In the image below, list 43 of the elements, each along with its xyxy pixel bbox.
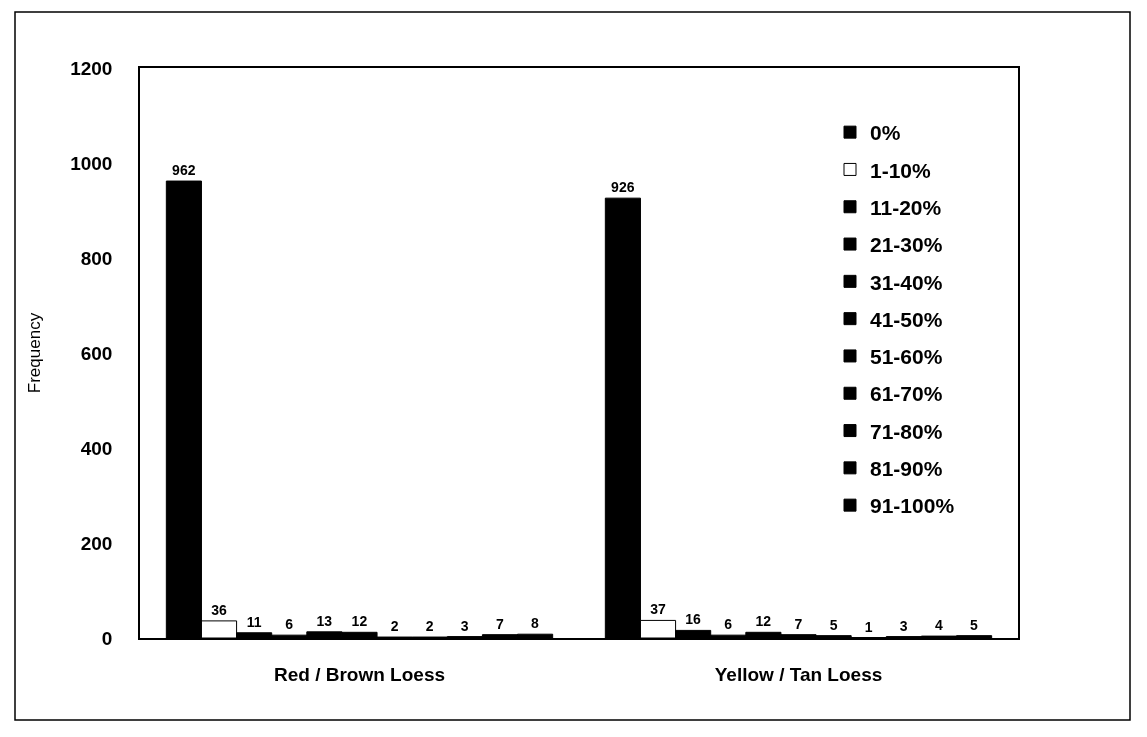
data-label: 8 bbox=[531, 615, 540, 632]
data-label: 36 bbox=[211, 601, 227, 618]
legend-label: 31-40% bbox=[870, 270, 943, 294]
data-label: 12 bbox=[755, 613, 772, 630]
data-label: 5 bbox=[970, 616, 979, 633]
y-tick-label: 800 bbox=[80, 247, 113, 269]
data-label: 6 bbox=[285, 616, 294, 633]
data-label: 2 bbox=[390, 618, 399, 635]
legend-label: 81-90% bbox=[870, 457, 943, 481]
data-label: 7 bbox=[794, 615, 803, 632]
y-tick-label: 400 bbox=[80, 437, 113, 459]
legend-label: 61-70% bbox=[870, 382, 943, 406]
x-tick-label: Red / Brown Loess bbox=[273, 663, 446, 685]
y-tick-label: 200 bbox=[80, 532, 113, 554]
data-label: 926 bbox=[611, 179, 635, 196]
x-tick-label: Yellow / Tan Loess bbox=[714, 663, 883, 685]
data-label: 3 bbox=[460, 617, 469, 634]
legend-label: 51-60% bbox=[870, 345, 943, 369]
legend-label: 41-50% bbox=[870, 307, 943, 331]
data-label: 37 bbox=[650, 601, 666, 618]
y-tick-label: 1000 bbox=[70, 152, 113, 174]
legend-label: 71-80% bbox=[870, 419, 943, 443]
legend-label: 1-10% bbox=[870, 158, 932, 182]
data-label: 1 bbox=[864, 618, 873, 635]
data-label: 11 bbox=[246, 613, 262, 630]
y-tick-label: 600 bbox=[80, 342, 113, 364]
y-tick-label: 0 bbox=[101, 627, 113, 649]
y-axis-title: Frequency bbox=[25, 312, 45, 394]
data-label: 13 bbox=[316, 612, 333, 629]
data-label: 16 bbox=[685, 611, 702, 628]
data-label: 3 bbox=[899, 617, 908, 634]
legend-label: 21-30% bbox=[870, 233, 943, 257]
data-label: 962 bbox=[172, 162, 196, 179]
legend-label: 91-100% bbox=[870, 494, 955, 518]
data-label: 4 bbox=[934, 617, 943, 634]
legend-label: 0% bbox=[870, 121, 901, 145]
data-label: 2 bbox=[425, 618, 434, 635]
legend-label: 11-20% bbox=[870, 195, 942, 219]
data-label: 6 bbox=[724, 616, 733, 633]
data-label: 7 bbox=[495, 615, 504, 632]
data-label: 5 bbox=[829, 616, 838, 633]
y-tick-label: 1200 bbox=[70, 57, 113, 79]
data-label: 12 bbox=[351, 613, 368, 630]
